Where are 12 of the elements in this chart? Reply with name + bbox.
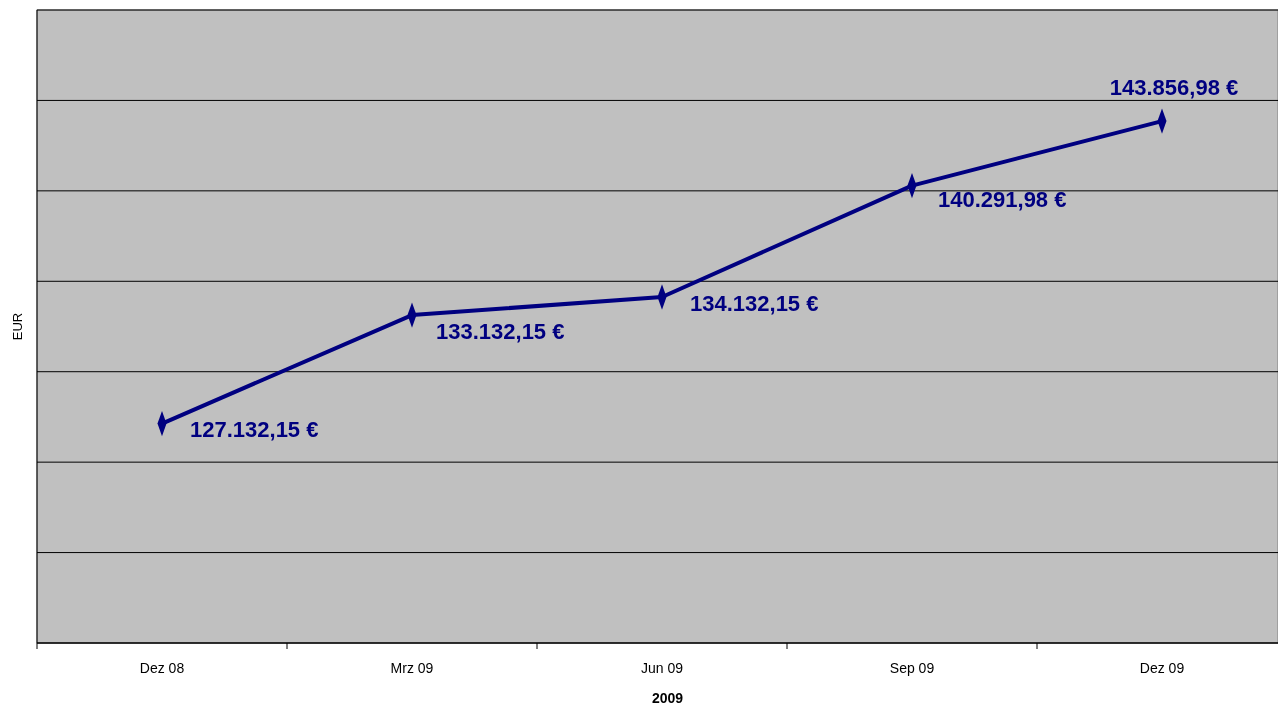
- data-label: 134.132,15 €: [690, 290, 819, 316]
- data-label: 127.132,15 €: [190, 417, 319, 443]
- x-tick-label: Dez 08: [139, 660, 185, 676]
- x-tick-label: Mrz 09: [390, 660, 434, 676]
- data-label: 133.132,15 €: [436, 318, 565, 344]
- x-axis-title: 2009: [651, 690, 684, 706]
- data-label: 140.291,98 €: [938, 187, 1067, 213]
- y-axis-title: EUR: [10, 312, 25, 341]
- x-tick-label: Dez 09: [1139, 660, 1185, 676]
- x-tick-label: Jun 09: [640, 660, 684, 676]
- x-tick-label: Sep 09: [889, 660, 935, 676]
- data-label: 143.856,98 €: [1109, 74, 1239, 100]
